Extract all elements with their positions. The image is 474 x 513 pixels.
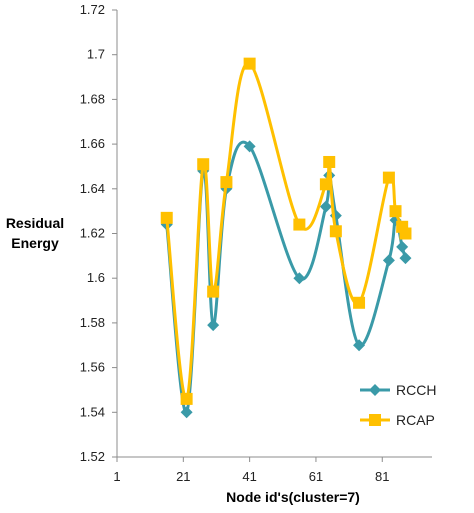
- data-point-rcap: [197, 158, 210, 171]
- data-point-rcch: [353, 339, 366, 352]
- y-tick-label: 1.52: [80, 449, 105, 464]
- legend-marker-rcch: [369, 384, 381, 396]
- y-tick-label: 1.66: [80, 136, 105, 151]
- data-point-rcap: [382, 171, 395, 184]
- legend-marker-rcap: [369, 414, 381, 426]
- data-point-rcap: [160, 211, 173, 224]
- y-tick-label: 1.7: [87, 47, 105, 62]
- series-line-rcap: [165, 62, 407, 401]
- y-tick-label: 1.54: [80, 404, 105, 419]
- data-point-rcap: [353, 296, 366, 309]
- y-tick-label: 1.72: [80, 2, 105, 17]
- y-axis-title-line-1: Residual: [6, 215, 64, 231]
- y-tick-label: 1.62: [80, 226, 105, 241]
- x-tick-label: 61: [309, 469, 323, 484]
- data-point-rcch: [382, 254, 395, 267]
- data-point-rcap: [319, 178, 332, 191]
- y-tick-label: 1.68: [80, 91, 105, 106]
- series-rcap: [160, 57, 412, 405]
- data-point-rcch: [399, 252, 412, 265]
- y-tick-label: 1.6: [87, 270, 105, 285]
- x-tick-label: 81: [375, 469, 389, 484]
- data-point-rcch: [396, 240, 409, 253]
- legend: RCCH RCAP: [360, 382, 436, 428]
- data-point-rcch: [319, 200, 332, 213]
- data-point-rcch: [293, 272, 306, 285]
- data-point-rcap: [243, 57, 256, 70]
- data-point-rcap: [180, 392, 193, 405]
- x-axis-ticks: 1 21 41 61 81: [113, 457, 389, 484]
- x-tick-label: 21: [176, 469, 190, 484]
- y-tick-label: 1.58: [80, 315, 105, 330]
- data-point-rcap: [329, 225, 342, 238]
- x-axis-title: Node id's(cluster=7): [226, 489, 360, 505]
- data-point-rcch: [207, 319, 220, 332]
- y-tick-label: 1.64: [80, 181, 105, 196]
- legend-label-rcap: RCAP: [396, 412, 435, 428]
- x-tick-label: 41: [242, 469, 256, 484]
- y-axis-ticks: 1.52 1.54 1.56 1.58 1.6 1.62 1.64 1.66 1.68 1.7 1.…: [80, 2, 117, 464]
- data-point-rcap: [399, 227, 412, 240]
- x-tick-label: 1: [113, 469, 120, 484]
- data-point-rcch: [180, 406, 193, 419]
- y-tick-label: 1.56: [80, 360, 105, 375]
- data-point-rcap: [220, 176, 233, 189]
- data-point-rcap: [207, 285, 220, 298]
- y-axis-title-line-2: Energy: [11, 235, 59, 251]
- data-point-rcap: [293, 218, 306, 231]
- data-point-rcch: [243, 140, 256, 153]
- series-lines: [160, 57, 412, 419]
- legend-label-rcch: RCCH: [396, 382, 436, 398]
- data-point-rcap: [323, 155, 336, 168]
- data-point-rcap: [389, 205, 402, 218]
